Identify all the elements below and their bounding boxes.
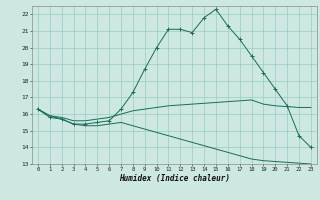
X-axis label: Humidex (Indice chaleur): Humidex (Indice chaleur)	[119, 174, 230, 183]
